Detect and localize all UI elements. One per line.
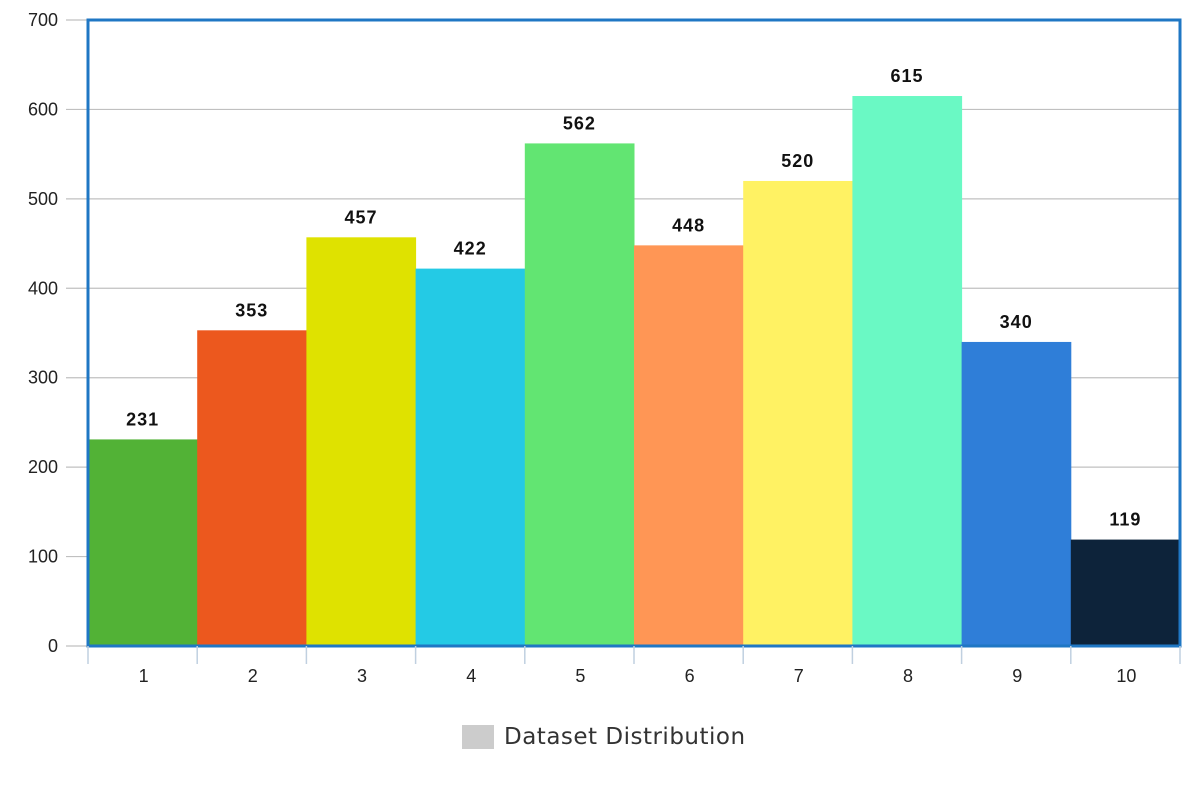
y-tick-label: 500 xyxy=(28,189,58,209)
x-tick-label: 9 xyxy=(1012,666,1022,686)
data-label: 457 xyxy=(344,207,377,227)
data-labels: 231 353 457 422 562 448 520 615 340 119 xyxy=(126,66,1141,530)
data-label: 562 xyxy=(563,113,596,133)
legend-label: Dataset Distribution xyxy=(504,724,746,750)
data-label: 448 xyxy=(672,215,705,235)
x-tick-label: 1 xyxy=(139,666,149,686)
y-tick-label: 0 xyxy=(48,636,58,656)
bar xyxy=(743,180,853,646)
x-tick-label: 5 xyxy=(575,666,585,686)
x-tick-label: 8 xyxy=(903,666,913,686)
x-tick-label: 3 xyxy=(357,666,367,686)
data-label: 615 xyxy=(890,66,923,86)
data-label: 422 xyxy=(454,239,487,259)
y-tick-label: 400 xyxy=(28,278,58,298)
x-tick-label: 10 xyxy=(1116,666,1136,686)
x-tick-label: 2 xyxy=(248,666,258,686)
data-label: 119 xyxy=(1109,510,1141,530)
y-tick-label: 200 xyxy=(28,457,58,477)
y-tick-label: 300 xyxy=(28,368,58,388)
y-axis-ticks: 0 100 200 300 400 500 600 700 xyxy=(28,10,58,656)
bar xyxy=(415,268,526,646)
data-label: 231 xyxy=(126,409,159,429)
data-label: 340 xyxy=(1000,312,1033,332)
bar xyxy=(88,439,198,646)
bar xyxy=(197,330,307,646)
bar xyxy=(306,237,417,646)
y-tick-label: 700 xyxy=(28,10,58,30)
y-tick-label: 600 xyxy=(28,99,58,119)
x-tick-label: 7 xyxy=(794,666,804,686)
bars xyxy=(88,96,1181,647)
bar xyxy=(634,245,744,647)
x-tick-label: 4 xyxy=(466,666,476,686)
legend-swatch xyxy=(462,725,494,749)
bar xyxy=(961,341,1072,646)
bar xyxy=(524,143,635,646)
x-tick-label: 6 xyxy=(685,666,695,686)
x-axis-ticks: 1 2 3 4 5 6 7 8 9 10 xyxy=(87,646,1181,686)
data-label: 353 xyxy=(235,300,268,320)
y-tick-label: 100 xyxy=(28,547,58,567)
data-label: 520 xyxy=(781,151,814,171)
bar xyxy=(1070,539,1181,646)
bar xyxy=(852,96,963,646)
legend[interactable]: Dataset Distribution xyxy=(462,722,746,752)
